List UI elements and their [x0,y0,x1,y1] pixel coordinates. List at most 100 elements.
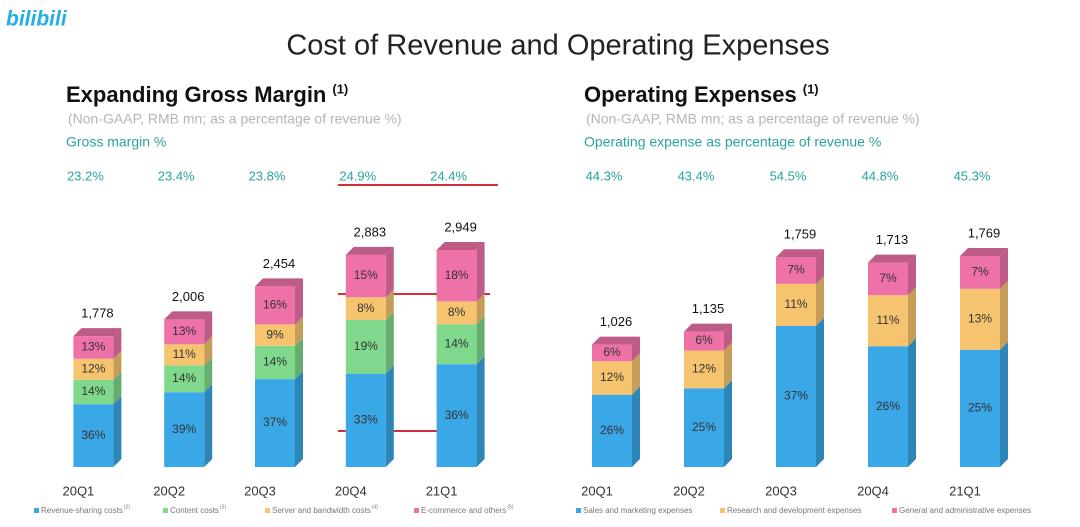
segment-label: 39% [172,422,196,436]
total-label: 1,778 [81,306,114,321]
chart-subtitle: (Non-GAAP, RMB mn; as a percentage of re… [68,111,402,127]
total-label: 1,769 [968,225,1001,240]
margin-label: Operating expense as percentage of reven… [584,134,881,150]
segment-label: 11% [784,297,807,311]
x-tick-label: 20Q2 [153,483,185,498]
chart-title-note: (1) [332,81,348,96]
bar-segment [436,364,477,467]
bar-segment [345,254,386,298]
segment-label: 15% [354,268,378,282]
bar-top [345,246,394,255]
bar-segment [776,257,816,284]
segment-label: 14% [81,384,105,398]
bar-side [632,386,640,467]
bar-segment [73,358,114,380]
x-tick-label: 20Q1 [581,483,613,498]
legend-swatch [892,508,897,513]
bar-side [113,396,122,467]
segment-label: 36% [445,408,469,422]
bar-segment [868,295,908,347]
bar-top [255,278,303,287]
segment-label: 7% [787,263,805,277]
bar-top [684,323,732,332]
legend-swatch [265,508,270,513]
margin-value: 24.4% [430,168,467,183]
legend-note: (2) [124,504,130,510]
segment-label: 13% [81,340,105,354]
bar-side [816,317,824,467]
bar-side [295,371,303,467]
x-tick-label: 20Q2 [673,483,705,498]
x-tick-label: 20Q3 [244,483,276,498]
bar-segment [868,346,908,467]
bar-side [1000,341,1008,467]
bar-side [724,342,732,389]
segment-label: 7% [971,265,989,279]
legend-swatch [163,508,168,513]
bar-top [776,249,824,258]
bar-segment [255,286,295,325]
legend-label: Sales and marketing expenses [583,506,692,515]
bar-segment [960,256,1000,289]
bar-side [476,356,485,467]
segment-label: 14% [172,371,196,385]
segment-label: 11% [173,347,196,361]
margin-value: 24.9% [339,168,376,183]
bar-side [816,249,824,284]
bar-side [476,316,485,365]
bar-side [295,337,303,380]
total-label: 2,454 [263,256,296,271]
segment-label: 6% [695,333,713,347]
bar-side [385,311,394,374]
legend-swatch [576,508,581,513]
bar-segment [164,365,205,393]
bar-segment [684,388,724,467]
total-label: 1,026 [600,314,633,329]
legend-label: Server and bandwidth costs [272,506,371,515]
segment-label: 25% [968,401,992,415]
bar-side [908,254,916,296]
bar-segment [592,361,632,395]
bar-side [113,350,122,380]
total-label: 2,883 [354,224,387,239]
margin-value: 54.5% [770,168,807,183]
bar-side [204,357,213,393]
bar-segment [684,331,724,351]
bar-top [592,336,640,345]
legend-swatch [414,508,419,513]
logo: bilibili [6,8,68,31]
bar-segment [73,404,114,467]
bar-segment [345,319,386,374]
margin-value: 44.8% [862,168,899,183]
legend-label: Content costs [170,506,219,515]
total-label: 1,759 [784,227,817,242]
margin-value: 23.8% [249,168,286,183]
segment-label: 12% [81,361,105,375]
bar-side [113,371,122,405]
bar-segment [164,319,205,345]
bar-side [385,246,394,298]
bar-segment [592,344,632,362]
segment-label: 26% [600,423,624,437]
bar-segment [776,283,816,326]
legend-label: E-commerce and others [421,506,506,515]
bar-segment [436,250,477,302]
segment-label: 8% [448,305,466,319]
bar-side [1000,248,1008,289]
margin-value: 45.3% [954,168,991,183]
legend-note: (3) [220,504,226,510]
x-tick-label: 20Q4 [335,483,367,498]
bar-side [1000,280,1008,350]
x-tick-label: 20Q3 [765,483,797,498]
segment-label: 13% [968,311,992,325]
segment-label: 14% [445,336,469,350]
legend-note: (5) [507,504,513,510]
x-tick-label: 21Q1 [949,483,981,498]
segment-label: 11% [876,313,899,327]
legend-label: General and administrative expenses [899,506,1031,515]
margin-value: 23.2% [67,168,104,183]
margin-label: Gross margin % [66,134,166,150]
bar-segment [960,349,1000,467]
bar-segment [73,379,114,405]
